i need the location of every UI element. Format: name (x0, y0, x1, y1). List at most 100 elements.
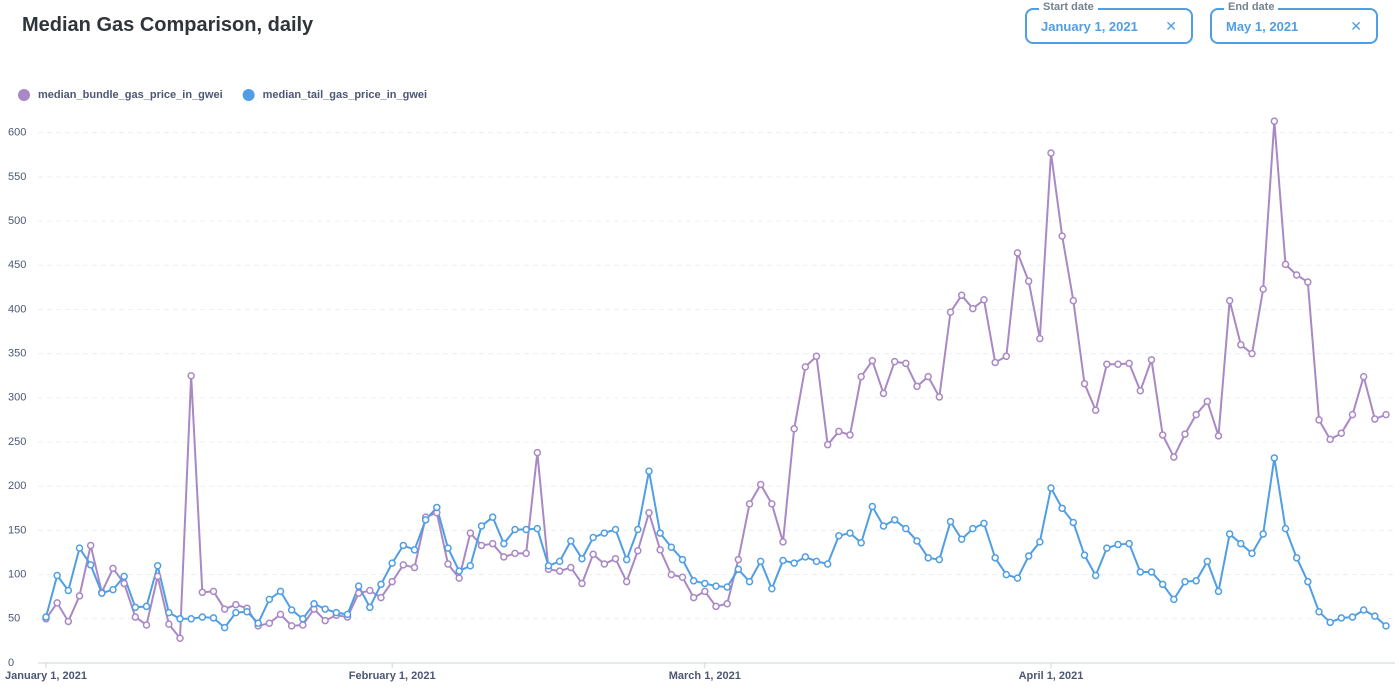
data-point (1136, 387, 1145, 395)
data-point (488, 539, 497, 548)
data-point (879, 389, 888, 398)
data-point (1326, 618, 1334, 627)
data-point (1103, 360, 1111, 369)
data-point (1158, 580, 1167, 589)
data-point (1359, 372, 1368, 381)
data-point (701, 587, 709, 596)
data-point (835, 531, 843, 540)
data-point (109, 564, 117, 573)
data-point (1337, 614, 1346, 622)
start-date-filter[interactable]: Start date January 1, 2021 ✕ (1025, 1, 1193, 44)
clear-icon[interactable]: ✕ (1165, 18, 1177, 34)
y-tick-label: 550 (8, 171, 26, 183)
data-point (354, 582, 363, 590)
data-point (969, 524, 977, 533)
data-point (433, 503, 441, 512)
data-point (1136, 568, 1145, 576)
data-point (745, 577, 754, 586)
data-point (500, 539, 508, 548)
data-point (466, 562, 475, 570)
data-point (1292, 554, 1301, 562)
data-point (1315, 607, 1323, 616)
data-point (142, 621, 151, 629)
data-point (1259, 285, 1267, 293)
data-point (410, 563, 419, 572)
data-point (935, 393, 944, 401)
data-point (533, 448, 542, 457)
data-point (455, 567, 463, 575)
data-point (589, 550, 597, 559)
data-point (176, 634, 184, 643)
data-point (377, 593, 385, 602)
data-point (846, 431, 854, 439)
data-point (1225, 296, 1234, 305)
data-point (745, 500, 754, 508)
data-point (153, 572, 162, 581)
data-point (153, 562, 162, 570)
data-point (265, 595, 274, 604)
clear-icon[interactable]: ✕ (1350, 18, 1362, 34)
data-point (1114, 540, 1122, 549)
data-point (388, 559, 396, 567)
data-point (165, 608, 173, 617)
data-point (846, 529, 854, 537)
data-point (1069, 296, 1078, 305)
data-point (1125, 359, 1133, 368)
data-point (444, 560, 452, 568)
data-point (1214, 432, 1223, 440)
legend-label: median_tail_gas_price_in_gwei (263, 89, 427, 101)
data-point (689, 577, 698, 585)
data-point (1002, 352, 1011, 361)
data-point (1304, 278, 1312, 286)
data-point (522, 525, 530, 534)
data-point (299, 621, 307, 629)
data-point (366, 603, 374, 612)
data-point (1181, 577, 1189, 586)
y-tick-label: 150 (8, 524, 26, 536)
end-date-filter[interactable]: End date May 1, 2021 ✕ (1210, 1, 1378, 44)
data-point (1091, 406, 1100, 414)
data-point (645, 508, 653, 517)
data-point (176, 615, 184, 623)
data-point (421, 516, 430, 524)
data-point (1036, 538, 1044, 546)
data-point (109, 585, 117, 594)
x-tick-label: January 1, 2021 (5, 670, 87, 682)
data-point (1348, 613, 1357, 621)
data-point (98, 589, 106, 597)
data-point (924, 554, 932, 562)
data-point (1125, 539, 1133, 548)
data-point (645, 467, 653, 475)
data-point (1114, 360, 1122, 369)
data-point (980, 519, 988, 528)
data-point (857, 539, 865, 547)
data-point (1024, 277, 1033, 285)
data-point (1270, 454, 1279, 462)
data-point (913, 382, 921, 391)
data-point (187, 615, 195, 623)
data-point (343, 610, 352, 619)
data-point (1181, 430, 1189, 438)
filter-value: May 1, 2021 (1226, 19, 1299, 34)
data-point (868, 502, 877, 511)
data-point (634, 546, 642, 555)
data-point (53, 599, 61, 607)
data-point (1259, 530, 1267, 538)
data-point (756, 480, 765, 489)
data-point (890, 516, 899, 524)
y-tick-label: 300 (8, 392, 26, 404)
data-point (1237, 341, 1245, 349)
data-point (589, 533, 597, 542)
filter-value: January 1, 2021 (1041, 19, 1138, 34)
data-point (198, 613, 207, 621)
data-point (1024, 552, 1033, 560)
data-point (991, 358, 999, 367)
data-point (53, 571, 61, 580)
data-point (1315, 416, 1323, 424)
data-point (935, 555, 944, 564)
data-point (768, 500, 776, 508)
data-point (64, 617, 73, 626)
data-point (678, 555, 687, 564)
data-point (924, 372, 932, 381)
data-point (444, 544, 452, 552)
